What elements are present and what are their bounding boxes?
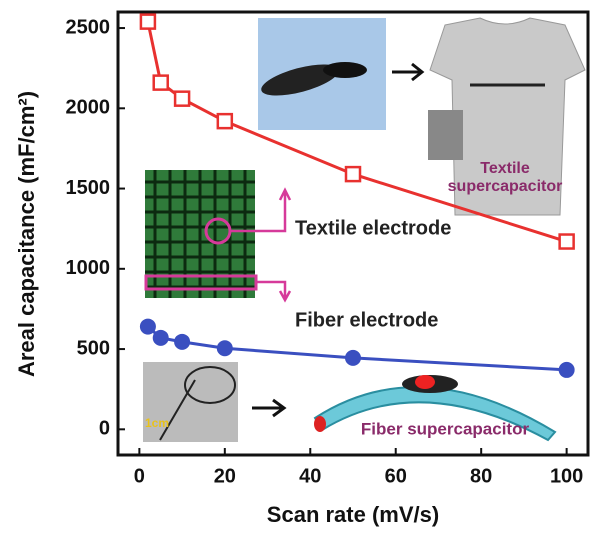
x-tick-label: 0 bbox=[134, 465, 145, 487]
marker bbox=[174, 333, 191, 350]
inset-fiber-supercapacitor bbox=[313, 375, 557, 442]
y-tick-label: 1000 bbox=[66, 257, 111, 279]
series-label: Textile electrode bbox=[295, 217, 451, 239]
x-tick-label: 60 bbox=[385, 465, 407, 487]
marker bbox=[173, 90, 191, 107]
y-tick-label: 500 bbox=[77, 337, 110, 359]
marker bbox=[139, 318, 156, 335]
marker bbox=[216, 112, 234, 130]
y-axis-label: Areal capacitance (mF/cm²) bbox=[14, 91, 39, 377]
y-tick-label: 0 bbox=[99, 418, 110, 440]
arrow bbox=[252, 398, 287, 418]
series-line bbox=[146, 21, 568, 243]
marker bbox=[558, 233, 575, 250]
series-label: Fiber electrode bbox=[295, 309, 438, 331]
x-tick-label: 40 bbox=[299, 465, 321, 487]
plot-frame bbox=[116, 10, 590, 457]
y-tick-label: 2000 bbox=[66, 97, 111, 119]
y-tick-label: 2500 bbox=[66, 16, 111, 38]
marker bbox=[139, 13, 157, 30]
annotation: 1cm bbox=[145, 416, 169, 430]
annotation: supercapacitor bbox=[448, 178, 563, 195]
x-axis-label: Scan rate (mV/s) bbox=[267, 502, 439, 527]
x-tick-label: 100 bbox=[550, 465, 583, 487]
inset-shirt bbox=[428, 17, 586, 216]
y-tick-label: 1500 bbox=[66, 177, 111, 199]
arrow bbox=[392, 62, 425, 82]
marker bbox=[152, 74, 169, 91]
marker bbox=[152, 329, 169, 346]
marker bbox=[216, 340, 233, 357]
x-tick-label: 20 bbox=[214, 465, 236, 487]
inset-fiber-photo bbox=[143, 362, 238, 442]
marker bbox=[344, 165, 362, 183]
marker bbox=[345, 349, 361, 366]
annotation: Textile bbox=[480, 160, 530, 177]
marker bbox=[558, 361, 575, 378]
inset-hand-photo bbox=[258, 18, 386, 130]
inset-textile-electrode bbox=[144, 170, 292, 303]
x-tick-label: 80 bbox=[470, 465, 492, 487]
annotation: Fiber supercapacitor bbox=[361, 419, 530, 438]
